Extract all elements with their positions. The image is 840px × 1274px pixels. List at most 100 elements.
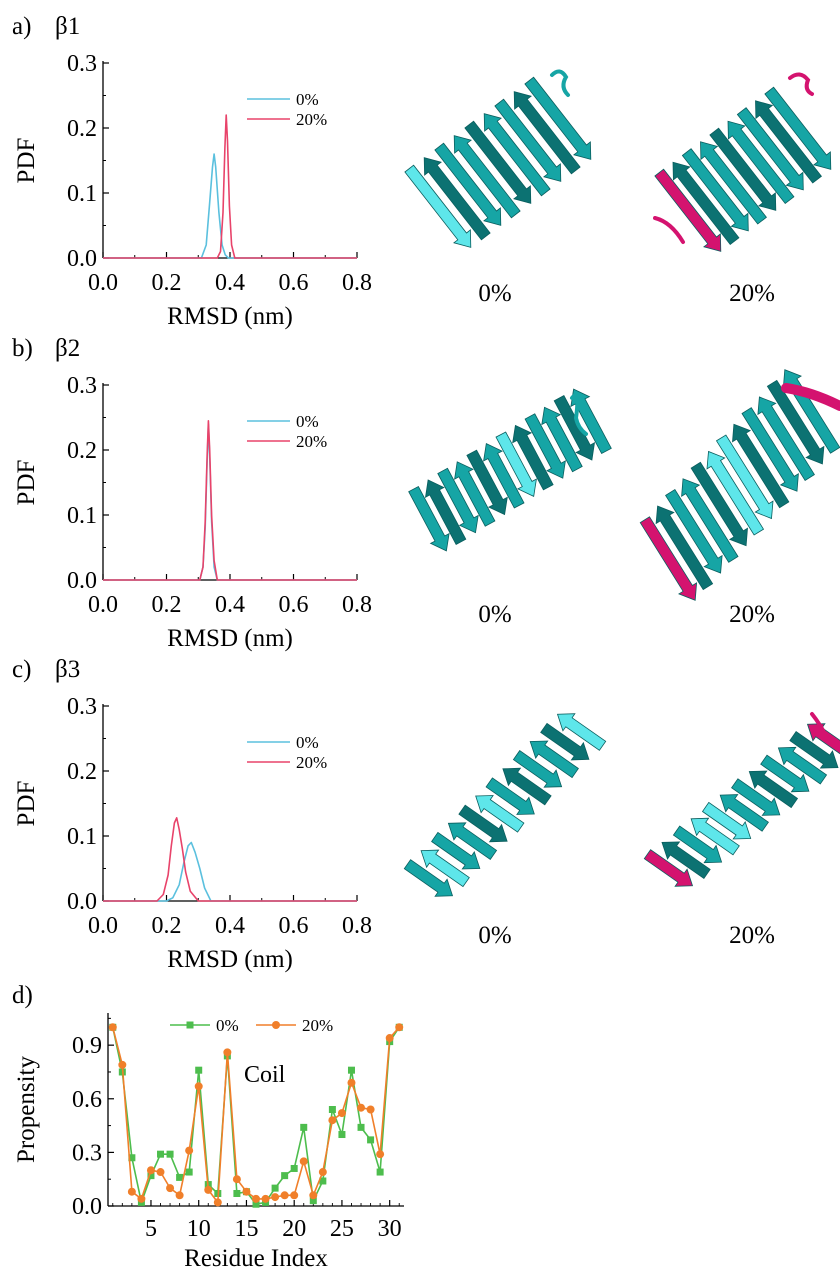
beta-strand-arrow — [655, 505, 714, 591]
chart-a-y-axis-label: PDF — [13, 138, 40, 184]
structure-b-label-20: 20% — [729, 601, 775, 628]
chart-d-y-tick-label: 0.6 — [72, 1087, 102, 1113]
chart-a-legend-label: 0% — [296, 90, 319, 109]
beta-strand-arrow — [681, 148, 749, 232]
chart-d-series-20pct-point — [309, 1191, 318, 1200]
chart-a-series-0pct-line — [103, 153, 357, 259]
panel-b-title: β2 — [55, 335, 80, 362]
chart-a: 0.0 0.2 0.4 0.6 0.8 0.0 0.1 0.2 0.3 RMSD (nm) PDF 0… — [13, 51, 372, 330]
panel-c-title: β3 — [55, 656, 80, 683]
beta-strand-arrow — [701, 801, 752, 840]
chart-d-series-0pct-point — [328, 1106, 336, 1113]
chart-d-series-20pct-point — [223, 1048, 232, 1057]
chart-a-x-axis-label: RMSD (nm) — [167, 303, 293, 330]
beta-strand-arrow — [475, 795, 525, 833]
beta-strand-arrow — [556, 713, 607, 751]
beta-strand-arrow — [661, 841, 711, 880]
chart-d-series-0pct-point — [319, 1177, 327, 1185]
chart-b-y-tick-label: 0.1 — [67, 503, 97, 529]
beta-strand-arrow — [690, 817, 740, 856]
chart-d-series-20pct-point — [252, 1194, 260, 1203]
chart-d-series-20pct-point — [118, 1060, 127, 1069]
beta-strand-arrow — [755, 100, 822, 184]
chart-b-x-tick-label: 0.6 — [279, 592, 309, 618]
chart-a-series-20pct-line — [103, 114, 357, 259]
chart-d-x-axis-label: Residue Index — [184, 1245, 328, 1272]
chart-c-series-0pct-line — [103, 841, 357, 902]
chart-b-series-20pct-line — [103, 419, 357, 581]
beta-strand-arrow — [420, 849, 470, 888]
beta-strand-arrow — [423, 157, 491, 241]
chart-d-series-20pct-line — [112, 1026, 400, 1205]
beta-strand-arrow — [541, 406, 583, 473]
chart-d-series-0pct-point — [157, 1150, 165, 1158]
chart-d-series-0pct-point — [147, 1172, 155, 1180]
beta-strand-arrow — [639, 516, 698, 601]
chart-d-series-0pct-point — [347, 1066, 355, 1074]
chart-d-series-0pct-point — [338, 1131, 346, 1139]
chart-d-series-0pct-point — [376, 1168, 384, 1176]
beta-strand-arrow — [431, 831, 481, 870]
chart-d-series-0pct-point — [176, 1173, 184, 1181]
beta-strand-arrow — [424, 479, 467, 545]
structure-a-label-0: 0% — [478, 280, 511, 307]
chart-d-series-20pct-point — [213, 1198, 222, 1207]
chart-c-legend-label: 20% — [296, 753, 327, 772]
beta-strand-arrow — [709, 127, 777, 211]
chart-d-series-20pct-point — [146, 1166, 155, 1175]
chart-d-series-20pct-point — [299, 1157, 308, 1166]
beta-strand-arrow — [512, 750, 563, 788]
structure-b-label-0: 0% — [478, 601, 511, 628]
chart-a-x-tick-label: 0.2 — [152, 270, 182, 296]
chart-a-x-tick-label: 0.6 — [279, 270, 309, 296]
chart-d-series-20pct-point — [175, 1191, 184, 1200]
chart-d-series-20pct-point — [242, 1187, 251, 1196]
chart-d-series-20pct-point — [357, 1103, 366, 1112]
beta-strand-arrow — [764, 86, 832, 170]
chart-c-series-20pct-line — [103, 816, 357, 902]
chart-c-y-tick-label: 0.2 — [67, 759, 97, 785]
chart-d-legend-label: 0% — [216, 1016, 239, 1035]
chart-a-y-tick-label: 0.1 — [67, 181, 97, 207]
chart-d-series-20pct-point — [271, 1193, 280, 1202]
beta-strand-arrow — [690, 461, 748, 547]
chart-a-y-tick-label: 0.3 — [67, 51, 97, 77]
beta-strand-arrow — [466, 449, 508, 516]
chart-c-y-tick-label: 0.0 — [67, 889, 97, 915]
loop-coil — [653, 216, 685, 244]
chart-c-legend-label: 0% — [296, 733, 319, 752]
panel-d-letter: d) — [12, 982, 33, 1009]
chart-d-series-20pct-point — [337, 1109, 346, 1118]
beta-strand-arrow — [706, 450, 765, 536]
beta-strand-arrow — [731, 778, 781, 816]
structure-c-label-20: 20% — [729, 922, 775, 949]
chart-d-series-0pct-point — [128, 1154, 136, 1162]
beta-strand-arrow — [741, 407, 799, 492]
chart-d-series-0pct-point — [271, 1184, 279, 1192]
chart-d-y-axis-label: Propensity — [13, 1056, 40, 1163]
beta-strand-arrow — [654, 168, 722, 252]
chart-d-series-0pct-point — [281, 1172, 289, 1180]
chart-d-series-0pct-point — [290, 1164, 298, 1172]
chart-d-y-tick-label: 0.3 — [72, 1140, 102, 1166]
beta-strand-arrow — [748, 770, 799, 809]
chart-c-x-tick-label: 0.0 — [88, 913, 118, 939]
beta-strand-arrow — [540, 722, 590, 761]
beta-strand-arrow — [719, 794, 769, 832]
chart-b-y-axis-label: PDF — [13, 460, 40, 506]
chart-d-series-20pct-point — [127, 1187, 136, 1196]
beta-strand-arrow — [727, 120, 795, 205]
chart-d-y-tick-label: 0.9 — [72, 1033, 102, 1059]
chart-d-x-tick-label: 20 — [282, 1216, 306, 1242]
beta-strand-arrow — [485, 777, 535, 815]
chart-d-series-0pct-line — [112, 1026, 400, 1206]
chart-c-x-tick-label: 0.4 — [215, 913, 245, 939]
chart-d-x-tick-label: 30 — [378, 1216, 402, 1242]
chart-d-series-20pct-point — [318, 1168, 327, 1177]
chart-b-y-tick-label: 0.2 — [67, 438, 97, 464]
chart-a-x-tick-label: 0.4 — [215, 270, 245, 296]
structure-ribbons — [403, 69, 840, 897]
chart-c-y-axis-label: PDF — [13, 781, 40, 827]
loop-coil — [788, 72, 814, 96]
